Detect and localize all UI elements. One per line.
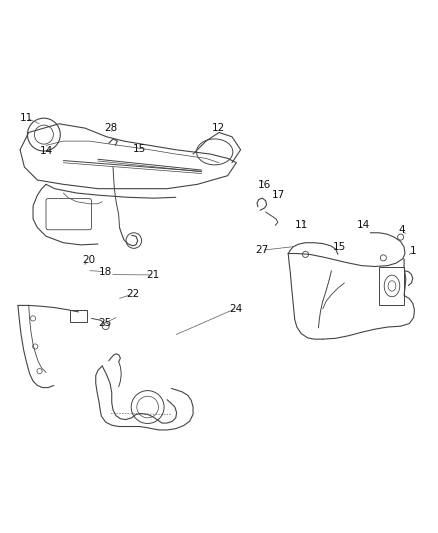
Text: 1: 1: [410, 246, 417, 256]
Text: 21: 21: [147, 270, 160, 280]
Text: 11: 11: [20, 113, 33, 123]
Text: 12: 12: [212, 123, 225, 133]
Text: 25: 25: [98, 318, 111, 328]
Text: 20: 20: [82, 255, 95, 265]
Text: 24: 24: [229, 304, 242, 313]
Text: 28: 28: [104, 123, 117, 133]
Text: 14: 14: [357, 220, 371, 230]
Text: 22: 22: [126, 289, 139, 299]
Text: 15: 15: [332, 242, 346, 252]
Text: 17: 17: [272, 190, 285, 200]
Text: 11: 11: [294, 220, 308, 230]
Text: 15: 15: [132, 144, 145, 154]
Text: 27: 27: [255, 245, 268, 255]
Text: 18: 18: [99, 266, 112, 277]
Text: 14: 14: [39, 146, 53, 156]
Text: 16: 16: [258, 180, 271, 190]
Text: 4: 4: [398, 225, 405, 235]
